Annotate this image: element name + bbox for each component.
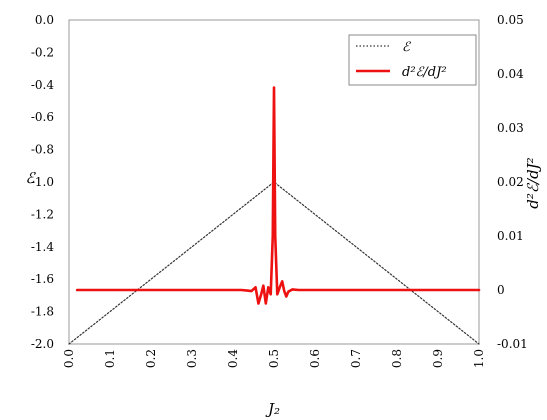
x-axis-label: J₂	[265, 400, 280, 418]
x-tick-0: 0.0	[62, 349, 76, 368]
y-tick-left-6: -1.2	[31, 207, 54, 221]
y-tick-left-3: -0.6	[31, 110, 54, 124]
y-tick-left-4: -0.8	[31, 143, 54, 157]
y-axis-label-right: d²ℰ/dJ²	[524, 157, 542, 208]
x-tick-10: 1.0	[472, 349, 486, 368]
y-tick-right-4: 0.01	[497, 229, 524, 243]
series-line-second-derivative	[75, 86, 481, 305]
plot-frame	[68, 19, 480, 345]
x-tick-5: 0.5	[267, 349, 281, 368]
y-tick-left-8: -1.6	[31, 272, 54, 286]
y-tick-left-10: -2.0	[31, 337, 54, 351]
x-tick-4: 0.4	[226, 349, 240, 368]
ticks-layer: 0.0 -0.2 -0.4 -0.6 -0.8 -1.0 -1.2 -1.4 -1.6 -1.8 -…	[31, 13, 528, 368]
y-axis-label-left: ℰ	[25, 169, 36, 187]
y-tick-left-5: -1.0	[31, 175, 54, 189]
y-tick-left-0: 0.0	[35, 13, 54, 27]
y-tick-right-5: 0	[497, 283, 505, 297]
y-tick-right-1: 0.04	[497, 67, 524, 81]
x-tick-9: 0.9	[431, 349, 445, 368]
x-tick-7: 0.7	[349, 349, 363, 368]
x-tick-6: 0.6	[308, 349, 322, 368]
x-tick-3: 0.3	[185, 349, 199, 368]
series-layer	[68, 86, 481, 345]
legend-label-energy: ℰ	[402, 40, 411, 55]
legend: ℰ d²ℰ/dJ²	[348, 34, 477, 86]
x-tick-1: 0.1	[103, 349, 117, 368]
legend-label-second-derivative: d²ℰ/dJ²	[402, 65, 447, 80]
y-tick-right-6: -0.01	[497, 337, 528, 351]
y-tick-left-2: -0.4	[31, 78, 55, 92]
y-tick-right-0: 0.05	[497, 13, 524, 27]
y-tick-right-3: 0.02	[497, 175, 524, 189]
y-tick-left-9: -1.8	[31, 305, 54, 319]
x-tick-2: 0.2	[144, 349, 158, 368]
y-tick-left-1: -0.2	[31, 45, 54, 59]
y-tick-right-2: 0.03	[497, 121, 524, 135]
x-tick-8: 0.8	[390, 349, 404, 368]
legend-box	[348, 34, 477, 86]
y-tick-left-7: -1.4	[31, 240, 55, 254]
